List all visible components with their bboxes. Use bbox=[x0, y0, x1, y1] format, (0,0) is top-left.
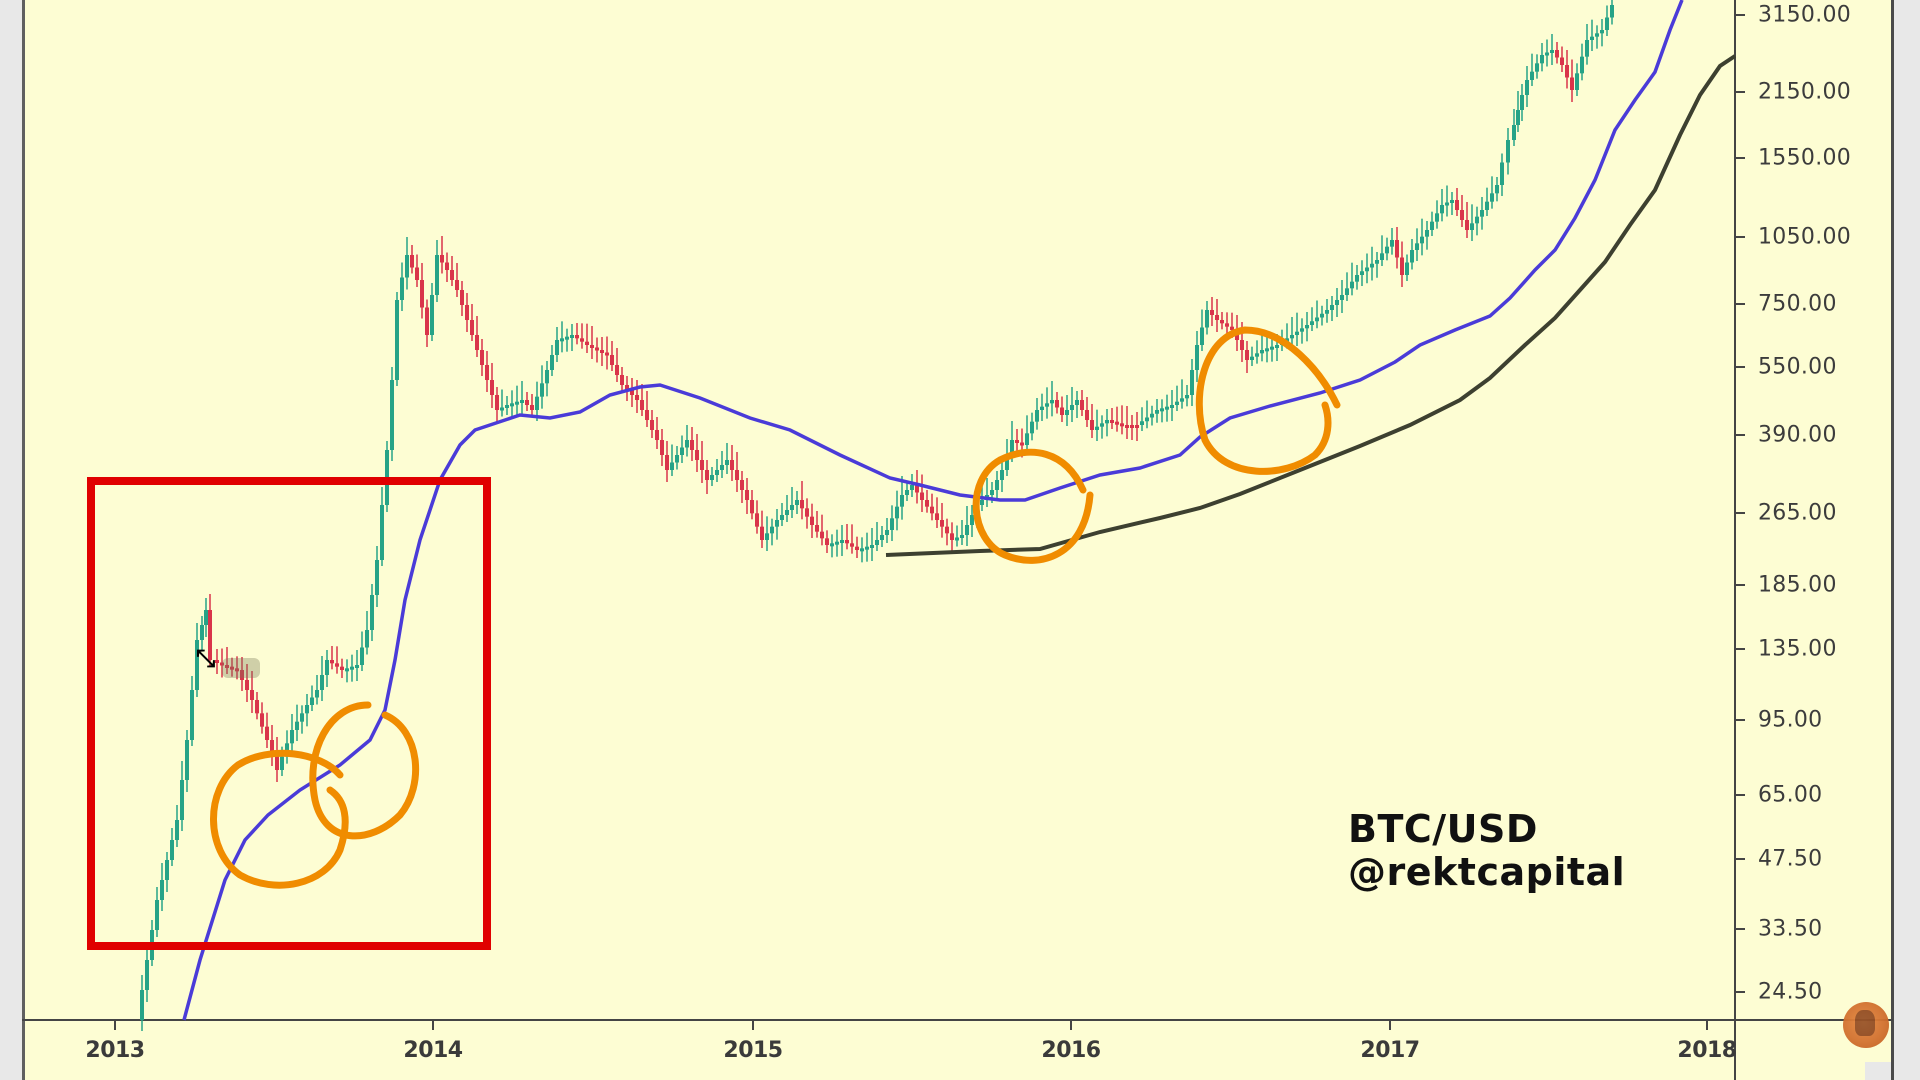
resize-cursor-icon: ⤡ bbox=[196, 644, 216, 672]
panel-corner bbox=[1865, 1062, 1891, 1080]
y-label-135: 135.00 bbox=[1758, 636, 1837, 662]
y-ticks bbox=[1735, 14, 1745, 993]
y-label-265: 265.00 bbox=[1758, 500, 1837, 526]
y-label-65: 65.00 bbox=[1758, 782, 1823, 808]
presenter-avatar-icon bbox=[1843, 1002, 1889, 1048]
handle-label: @rektcapital bbox=[1348, 850, 1626, 894]
y-label-1550: 1550.00 bbox=[1758, 145, 1852, 171]
x-label-2015: 2015 bbox=[723, 1038, 783, 1063]
annotation-circles bbox=[210, 326, 1341, 889]
y-label-24-50: 24.50 bbox=[1758, 979, 1823, 1005]
x-label-2017: 2017 bbox=[1360, 1038, 1420, 1063]
x-ticks bbox=[114, 1020, 1708, 1030]
y-label-95: 95.00 bbox=[1758, 707, 1823, 733]
y-label-1050: 1050.00 bbox=[1758, 224, 1852, 250]
y-label-750: 750.00 bbox=[1758, 291, 1837, 317]
circle-annotation-1 bbox=[210, 749, 349, 889]
chart-watermark: BTC/USD @rektcapital bbox=[1348, 808, 1625, 894]
cursor-tooltip bbox=[222, 658, 260, 678]
x-label-2018: 2018 bbox=[1677, 1038, 1737, 1063]
moving-average-fast-line bbox=[182, 0, 1684, 1021]
y-label-2150: 2150.00 bbox=[1758, 79, 1852, 105]
y-label-185: 185.00 bbox=[1758, 572, 1837, 598]
y-label-550: 550.00 bbox=[1758, 354, 1837, 380]
circle-annotation-4 bbox=[1195, 326, 1341, 475]
moving-average-slow-line bbox=[885, 54, 1737, 557]
x-label-2014: 2014 bbox=[403, 1038, 463, 1063]
highlight-box-2013[interactable] bbox=[87, 477, 491, 950]
circle-annotation-3 bbox=[972, 448, 1094, 564]
circle-annotation-2 bbox=[309, 701, 420, 840]
y-label-3150: 3150.00 bbox=[1758, 2, 1852, 28]
pair-label: BTC/USD bbox=[1348, 807, 1538, 851]
y-label-47-50: 47.50 bbox=[1758, 846, 1823, 872]
x-label-2016: 2016 bbox=[1041, 1038, 1101, 1063]
y-label-33-50: 33.50 bbox=[1758, 916, 1823, 942]
y-label-390: 390.00 bbox=[1758, 422, 1837, 448]
x-label-2013: 2013 bbox=[85, 1038, 145, 1063]
